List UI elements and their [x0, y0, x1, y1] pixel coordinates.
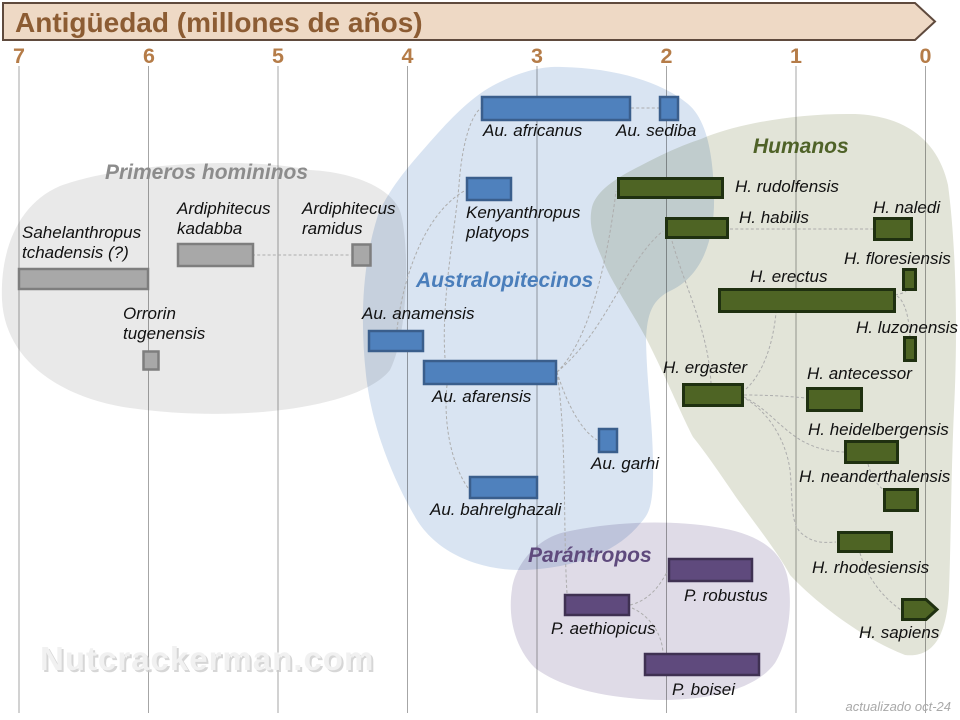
svg-text:H. antecessor: H. antecessor	[807, 364, 913, 383]
svg-text:Au. sediba: Au. sediba	[615, 121, 696, 140]
svg-text:H. luzonensis: H. luzonensis	[856, 318, 959, 337]
svg-text:P. aethiopicus: P. aethiopicus	[551, 619, 656, 638]
svg-text:Primeros homininos: Primeros homininos	[105, 161, 308, 184]
svg-text:Kenyanthropus: Kenyanthropus	[466, 203, 581, 222]
svg-text:actualizado oct-24: actualizado oct-24	[845, 699, 951, 714]
svg-text:Au. anamensis: Au. anamensis	[361, 304, 475, 323]
svg-text:4: 4	[402, 44, 414, 68]
svg-text:H. rhodesiensis: H. rhodesiensis	[812, 558, 930, 577]
svg-text:H. rudolfensis: H. rudolfensis	[735, 177, 839, 196]
svg-text:H. ergaster: H. ergaster	[663, 358, 748, 377]
svg-text:5: 5	[272, 44, 284, 68]
svg-text:Ardiphitecus: Ardiphitecus	[301, 199, 396, 218]
svg-text:tchadensis (?): tchadensis (?)	[22, 243, 129, 262]
svg-text:Humanos: Humanos	[753, 135, 849, 158]
svg-text:3: 3	[531, 44, 543, 68]
svg-text:H. neanderthalensis: H. neanderthalensis	[799, 467, 951, 486]
svg-text:Antigüedad (millones de años): Antigüedad (millones de años)	[15, 7, 423, 38]
svg-text:Orrorin: Orrorin	[123, 304, 176, 323]
svg-text:H. habilis: H. habilis	[739, 208, 809, 227]
svg-text:Au. afarensis: Au. afarensis	[431, 387, 532, 406]
svg-text:0: 0	[920, 44, 932, 68]
svg-text:H. naledi: H. naledi	[873, 198, 941, 217]
svg-text:1: 1	[790, 44, 802, 68]
svg-text:H. floresiensis: H. floresiensis	[844, 249, 951, 268]
svg-text:H. heidelbergensis: H. heidelbergensis	[808, 420, 949, 439]
svg-text:H. erectus: H. erectus	[750, 267, 828, 286]
svg-text:Parántropos: Parántropos	[528, 544, 652, 567]
svg-text:Au. garhi: Au. garhi	[590, 454, 660, 473]
svg-text:Australopitecinos: Australopitecinos	[415, 269, 593, 292]
svg-text:Nutcrackerman.com: Nutcrackerman.com	[42, 642, 376, 679]
svg-text:platyops: platyops	[465, 223, 530, 242]
svg-text:ramidus: ramidus	[302, 219, 363, 238]
svg-text:Au. africanus: Au. africanus	[482, 121, 583, 140]
svg-text:Sahelanthropus: Sahelanthropus	[22, 223, 142, 242]
svg-text:P. robustus: P. robustus	[684, 586, 768, 605]
svg-text:Au. bahrelghazali: Au. bahrelghazali	[429, 500, 563, 519]
svg-text:7: 7	[13, 44, 25, 68]
svg-text:H. sapiens: H. sapiens	[859, 623, 940, 642]
svg-text:P. boisei: P. boisei	[672, 680, 736, 699]
svg-text:Nutcrackerman.com: Nutcrackerman.com	[40, 640, 374, 677]
svg-text:tugenensis: tugenensis	[123, 324, 206, 343]
svg-text:6: 6	[143, 44, 155, 68]
svg-text:2: 2	[661, 44, 673, 68]
svg-text:kadabba: kadabba	[177, 219, 242, 238]
svg-text:Ardiphitecus: Ardiphitecus	[176, 199, 271, 218]
